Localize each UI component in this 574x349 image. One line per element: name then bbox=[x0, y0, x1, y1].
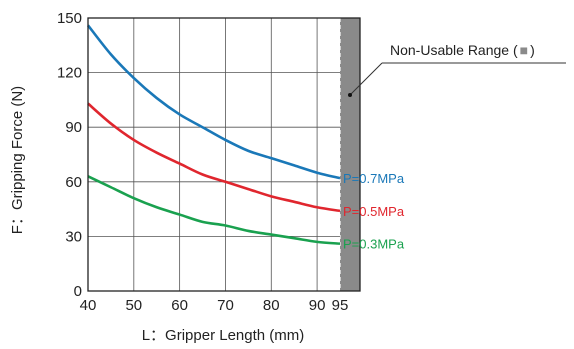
non-usable-range-label: Non-Usable Range (■) bbox=[390, 42, 535, 58]
series-label: P=0.3MPa bbox=[343, 237, 405, 252]
x-tick-label: 80 bbox=[263, 297, 280, 314]
x-tick-label: 50 bbox=[125, 297, 142, 314]
y-tick-label: 120 bbox=[57, 65, 82, 82]
x-tick-label: 90 bbox=[309, 297, 326, 314]
series-labels: P=0.7MPa P=0.5MPa P=0.3MPa bbox=[343, 171, 405, 252]
plot-area bbox=[88, 18, 360, 291]
plot-frame bbox=[87, 17, 361, 292]
callout-leader-line bbox=[349, 62, 383, 96]
x-tick-label: 95 bbox=[332, 297, 349, 314]
series-line bbox=[87, 175, 341, 245]
y-tick-label: 0 bbox=[74, 283, 82, 300]
series-line bbox=[87, 102, 341, 213]
y-tick-label: 60 bbox=[65, 174, 82, 191]
x-axis-title: L：Gripper Length (mm) bbox=[142, 327, 305, 344]
series-label: P=0.5MPa bbox=[343, 204, 405, 219]
x-tick-label: 60 bbox=[171, 297, 188, 314]
series-label: P=0.7MPa bbox=[343, 171, 405, 186]
tick-labels: 40 50 60 70 80 90 95 0 30 60 90 120 150 bbox=[57, 10, 348, 314]
gray-square-glyph: ■ bbox=[520, 42, 528, 58]
non-usable-range-region bbox=[340, 18, 360, 291]
x-tick-label: 70 bbox=[217, 297, 234, 314]
series-lines bbox=[86, 24, 341, 245]
callout-dot bbox=[348, 93, 352, 97]
y-tick-label: 150 bbox=[57, 10, 82, 27]
series-line bbox=[86, 24, 341, 180]
y-tick-label: 90 bbox=[65, 119, 82, 136]
y-tick-label: 30 bbox=[65, 228, 82, 245]
y-axis-title: F：Gripping Force (N) bbox=[9, 86, 26, 234]
x-tick-label: 40 bbox=[80, 297, 97, 314]
non-usable-range-callout: Non-Usable Range (■) bbox=[348, 42, 566, 97]
grid bbox=[88, 18, 340, 291]
